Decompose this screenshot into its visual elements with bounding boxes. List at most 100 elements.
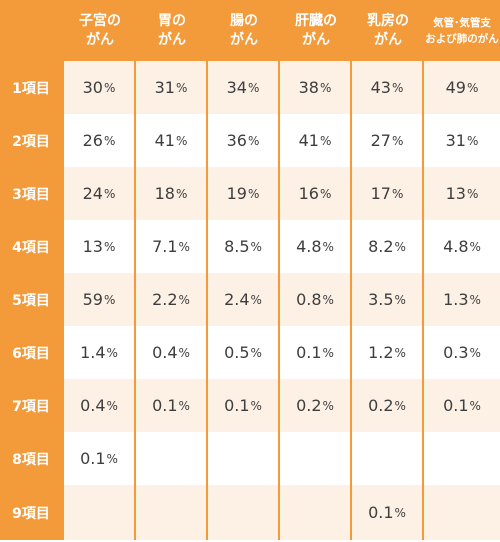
percent-unit: % (469, 292, 481, 307)
table-cell: 13% (64, 220, 136, 273)
table-cell: 0.3% (424, 326, 500, 379)
row-label: 2項目 (0, 114, 64, 167)
row-label: 5項目 (0, 273, 64, 326)
row-label: 3項目 (0, 167, 64, 220)
table-cell: 0.8% (280, 273, 352, 326)
cell-value: 13 (445, 184, 466, 203)
cell-value: 2.4 (224, 290, 250, 309)
cell-value: 31 (445, 131, 466, 150)
table-cell (136, 432, 208, 485)
percent-unit: % (394, 505, 406, 520)
cell-value: 0.2 (368, 396, 394, 415)
table-cell: 0.1% (208, 379, 280, 432)
table-cell: 31% (136, 61, 208, 114)
cell-value: 19 (226, 184, 247, 203)
percent-unit: % (394, 345, 406, 360)
cell-value: 7.1 (152, 237, 178, 256)
percent-unit: % (322, 292, 334, 307)
cell-value: 1.4 (80, 343, 106, 362)
percent-unit: % (466, 80, 479, 95)
table-cell (280, 485, 352, 540)
percent-unit: % (391, 133, 404, 148)
table-cell: 27% (352, 114, 424, 167)
table-cell: 0.5% (208, 326, 280, 379)
cell-value: 17 (370, 184, 391, 203)
percent-unit: % (394, 239, 406, 254)
table-cell (352, 432, 424, 485)
percent-unit: % (322, 239, 334, 254)
percent-unit: % (178, 345, 190, 360)
percent-unit: % (391, 186, 404, 201)
header-breast-cancer: 乳房の がん (352, 0, 424, 61)
table-cell: 7.1% (136, 220, 208, 273)
table-cell: 0.4% (136, 326, 208, 379)
table-cell: 38% (280, 61, 352, 114)
cell-value: 0.3 (443, 343, 469, 362)
table-cell (424, 432, 500, 485)
percent-unit: % (178, 398, 190, 413)
percent-unit: % (322, 345, 334, 360)
table-cell: 4.8% (424, 220, 500, 273)
percent-unit: % (247, 186, 260, 201)
cell-value: 34 (226, 78, 247, 97)
cell-value: 0.1 (80, 449, 106, 468)
cell-value: 0.1 (296, 343, 322, 362)
percent-unit: % (175, 133, 188, 148)
table-cell: 2.2% (136, 273, 208, 326)
cell-value: 0.5 (224, 343, 250, 362)
percent-unit: % (466, 133, 479, 148)
percent-unit: % (250, 239, 262, 254)
cell-value: 27 (370, 131, 391, 150)
percent-unit: % (394, 398, 406, 413)
table-cell: 18% (136, 167, 208, 220)
table-cell: 24% (64, 167, 136, 220)
cell-value: 59 (82, 290, 103, 309)
percent-unit: % (469, 398, 481, 413)
cell-value: 0.8 (296, 290, 322, 309)
percent-unit: % (103, 239, 116, 254)
table-cell: 49% (424, 61, 500, 114)
percent-unit: % (178, 292, 190, 307)
table-cell: 17% (352, 167, 424, 220)
table-cell: 3.5% (352, 273, 424, 326)
cell-value: 1.3 (443, 290, 469, 309)
cell-value: 18 (154, 184, 175, 203)
table-cell: 4.8% (280, 220, 352, 273)
table-cell: 34% (208, 61, 280, 114)
cell-value: 4.8 (296, 237, 322, 256)
header-colon-cancer: 腸の がん (208, 0, 280, 61)
table-cell: 30% (64, 61, 136, 114)
percent-unit: % (394, 292, 406, 307)
table-cell: 59% (64, 273, 136, 326)
table-cell: 13% (424, 167, 500, 220)
cell-value: 30 (82, 78, 103, 97)
table-cell: 36% (208, 114, 280, 167)
percent-unit: % (469, 239, 481, 254)
cell-value: 2.2 (152, 290, 178, 309)
cell-value: 38 (298, 78, 319, 97)
percent-unit: % (106, 345, 118, 360)
table-cell: 0.1% (352, 485, 424, 540)
percent-unit: % (106, 398, 118, 413)
percent-unit: % (250, 292, 262, 307)
row-label: 4項目 (0, 220, 64, 273)
cell-value: 36 (226, 131, 247, 150)
table-cell: 19% (208, 167, 280, 220)
table-cell: 0.1% (64, 432, 136, 485)
table-cell: 41% (136, 114, 208, 167)
cell-value: 0.4 (152, 343, 178, 362)
percent-unit: % (322, 398, 334, 413)
cell-value: 0.4 (80, 396, 106, 415)
header-liver-cancer: 肝臓の がん (280, 0, 352, 61)
table-cell: 31% (424, 114, 500, 167)
percent-unit: % (103, 80, 116, 95)
percent-unit: % (178, 239, 190, 254)
percent-unit: % (319, 186, 332, 201)
cell-value: 0.1 (368, 503, 394, 522)
table-cell: 0.2% (280, 379, 352, 432)
row-label: 1項目 (0, 61, 64, 114)
percent-unit: % (319, 133, 332, 148)
table-cell: 26% (64, 114, 136, 167)
cell-value: 41 (298, 131, 319, 150)
